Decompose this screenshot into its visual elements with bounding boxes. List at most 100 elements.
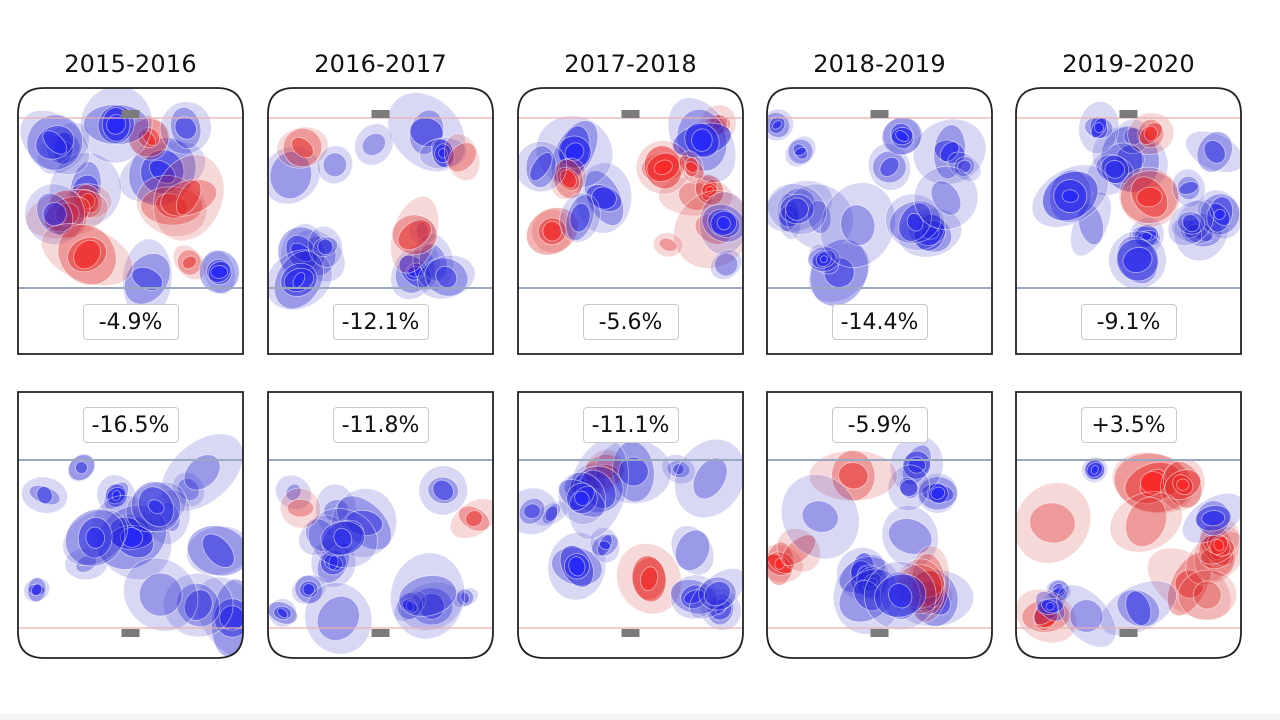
negative-contour <box>219 605 243 631</box>
negative-contour <box>939 141 960 163</box>
negative-contour <box>432 479 454 502</box>
negative-contour <box>1178 181 1199 195</box>
rink-panel <box>766 87 993 355</box>
negative-contour <box>819 182 896 268</box>
positive-contour <box>175 180 202 216</box>
goal-net <box>371 110 390 118</box>
negative-contour <box>772 120 783 130</box>
percent-label: +3.5% <box>1080 407 1177 443</box>
negative-contour <box>460 591 470 604</box>
negative-contour <box>201 533 235 568</box>
negative-contour <box>210 265 229 279</box>
negative-contour <box>674 529 711 571</box>
negative-contour <box>138 572 183 617</box>
negative-contour <box>317 238 334 255</box>
positive-contour <box>652 232 684 258</box>
negative-contour <box>148 159 176 184</box>
positive-contour <box>559 169 577 189</box>
negative-contour <box>1090 464 1099 475</box>
footer-band <box>0 714 1280 720</box>
goal-net <box>870 629 889 637</box>
negative-contour <box>333 528 353 549</box>
positive-contour <box>443 133 481 182</box>
rink-outline <box>267 391 494 659</box>
negative-contour <box>42 130 68 155</box>
rink-panel <box>517 87 744 355</box>
negative-contour <box>316 145 354 185</box>
positive-contour <box>1185 530 1241 586</box>
percent-label: -14.4% <box>831 304 928 340</box>
negative-contour <box>913 166 979 230</box>
negative-contour <box>674 438 743 519</box>
percent-label: -5.9% <box>831 407 928 443</box>
heat-contours <box>268 465 493 655</box>
negative-contour <box>785 197 809 221</box>
negative-contour <box>1201 510 1226 527</box>
negative-contour <box>801 500 839 533</box>
heat-contours <box>268 92 481 311</box>
negative-contour <box>268 145 321 205</box>
goal-net <box>621 629 640 637</box>
negative-contour <box>275 474 312 510</box>
negative-contour <box>703 581 731 607</box>
rink-panel <box>267 391 494 659</box>
negative-contour <box>42 201 67 227</box>
rink-outline <box>766 87 993 355</box>
rink-panel <box>267 87 494 355</box>
negative-contour <box>398 575 457 617</box>
negative-contour <box>716 216 731 231</box>
rink-outline <box>766 391 993 659</box>
negative-contour <box>672 463 685 476</box>
positive-contour <box>1136 186 1163 208</box>
percent-label: -11.1% <box>582 407 679 443</box>
positive-contour <box>653 159 673 175</box>
heat-contours <box>518 97 743 280</box>
heat-contours <box>21 433 243 658</box>
rink-outline <box>17 87 244 355</box>
negative-contour <box>111 490 121 501</box>
positive-contour <box>1125 496 1168 547</box>
goal-net <box>870 110 889 118</box>
negative-contour <box>31 583 43 596</box>
rink-outline <box>1015 87 1242 355</box>
season-title: 2015-2016 <box>64 50 197 78</box>
negative-contour <box>1182 213 1200 233</box>
positive-contour <box>1213 539 1225 552</box>
negative-contour <box>780 474 860 560</box>
negative-contour <box>120 527 144 548</box>
negative-contour <box>276 607 289 619</box>
negative-contour <box>715 604 726 615</box>
negative-contour <box>435 265 458 289</box>
heat-contours <box>1016 451 1241 648</box>
rink-outline <box>517 391 744 659</box>
positive-contour <box>685 161 699 173</box>
negative-contour <box>106 114 127 135</box>
negative-contour <box>888 583 913 609</box>
negative-contour <box>1061 189 1079 203</box>
negative-contour <box>1056 584 1117 648</box>
negative-contour <box>1203 140 1226 164</box>
negative-contour <box>529 152 553 182</box>
negative-contour <box>316 595 360 641</box>
goal-net <box>1119 110 1138 118</box>
positive-contour <box>182 255 197 270</box>
negative-contour <box>710 249 743 280</box>
negative-contour <box>618 456 649 487</box>
percent-label: -9.1% <box>1080 304 1177 340</box>
negative-contour <box>794 147 807 156</box>
negative-contour <box>1122 246 1153 273</box>
goal-net <box>121 110 140 118</box>
negative-contour <box>523 503 541 520</box>
negative-contour <box>683 589 705 605</box>
negative-contour <box>1125 590 1152 626</box>
rink-panel <box>766 391 993 659</box>
negative-contour <box>304 582 373 655</box>
negative-contour <box>1093 122 1104 134</box>
negative-contour <box>290 242 313 263</box>
positive-contour <box>279 487 322 529</box>
percent-label: -12.1% <box>332 304 429 340</box>
negative-contour <box>569 202 591 233</box>
negative-contour <box>895 130 909 142</box>
negative-contour <box>714 252 739 277</box>
